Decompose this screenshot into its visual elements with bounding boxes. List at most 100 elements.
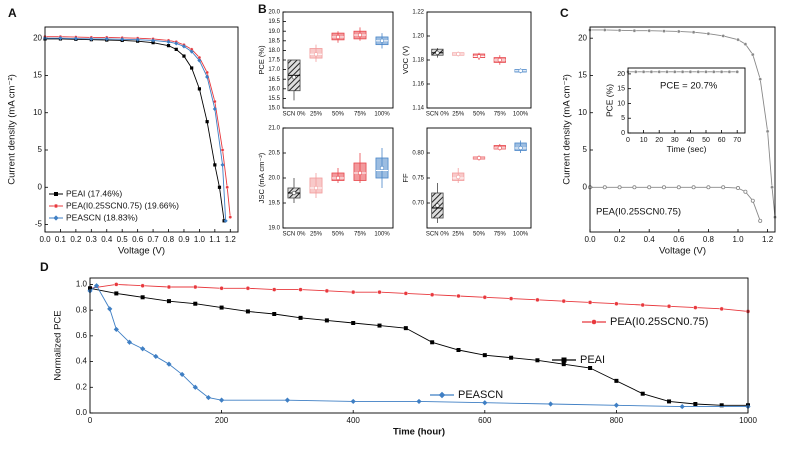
mean bbox=[497, 57, 502, 63]
data-point bbox=[225, 185, 229, 190]
category-label: 50% bbox=[473, 232, 486, 238]
y-tick-label: 0.75 bbox=[412, 176, 424, 182]
y-tick-label: 0 bbox=[38, 182, 43, 191]
y-tick-label: 17.5 bbox=[268, 58, 280, 64]
category-label: 25% bbox=[452, 112, 465, 118]
data-point bbox=[377, 323, 382, 328]
data-point bbox=[706, 31, 711, 36]
data-point bbox=[140, 283, 145, 288]
y-tick-label: 1.0 bbox=[76, 280, 88, 289]
data-point bbox=[217, 185, 222, 189]
data-point bbox=[613, 402, 619, 408]
box bbox=[309, 177, 323, 194]
panel-label: A bbox=[8, 6, 17, 20]
x-tick-label: 0.5 bbox=[117, 235, 129, 244]
data-point bbox=[679, 403, 685, 410]
x-axis-label: Voltage (V) bbox=[118, 246, 165, 257]
category-label: 75% bbox=[354, 112, 367, 118]
x-tick-label: 1.2 bbox=[762, 235, 774, 244]
category-label: 75% bbox=[494, 112, 507, 118]
mean bbox=[456, 51, 461, 57]
legend-label: PEA(I0.25SCN0.75) bbox=[610, 316, 708, 328]
y-axis-label: Current density (mA cm⁻²) bbox=[562, 74, 573, 185]
data-point bbox=[647, 185, 652, 190]
y-tick-label: 10 bbox=[578, 108, 587, 117]
x-tick-label: 0.1 bbox=[55, 235, 67, 244]
data-point bbox=[272, 312, 277, 316]
data-point bbox=[166, 44, 171, 48]
data-point bbox=[693, 305, 698, 310]
legend-marker bbox=[561, 357, 567, 363]
y-tick-label: 0.80 bbox=[412, 151, 424, 157]
y-tick-label: 19.5 bbox=[268, 19, 280, 25]
data-point bbox=[666, 304, 672, 309]
category-label: 100% bbox=[513, 232, 529, 238]
data-point bbox=[736, 37, 740, 42]
y-tick-label: 0.4 bbox=[76, 357, 88, 366]
data-point bbox=[677, 29, 681, 34]
data-point bbox=[174, 47, 178, 51]
plot-frame bbox=[282, 127, 394, 229]
data-point bbox=[324, 318, 329, 323]
data-point bbox=[151, 38, 156, 43]
data-point bbox=[298, 315, 303, 320]
data-point bbox=[456, 293, 461, 299]
category-label: SCN 0% bbox=[426, 112, 450, 118]
x-tick-label: 70 bbox=[733, 137, 741, 144]
plot-frame bbox=[627, 67, 746, 134]
plot-frame bbox=[44, 26, 239, 233]
data-point bbox=[456, 348, 461, 352]
y-tick-label: 0.8 bbox=[76, 305, 88, 314]
data-point bbox=[751, 52, 755, 57]
data-point bbox=[219, 305, 224, 310]
x-tick-label: 400 bbox=[347, 416, 361, 425]
data-point bbox=[662, 29, 666, 33]
data-point bbox=[758, 218, 763, 223]
data-point bbox=[166, 361, 172, 367]
category-label: SCN 0% bbox=[282, 112, 306, 118]
panel-label: D bbox=[40, 260, 49, 274]
data-point bbox=[719, 403, 724, 408]
mean bbox=[435, 50, 440, 55]
data-point bbox=[721, 34, 726, 38]
data-point bbox=[166, 284, 172, 290]
data-point bbox=[509, 355, 514, 360]
data-point bbox=[647, 28, 652, 33]
x-tick-label: 60 bbox=[718, 137, 726, 144]
category-label: 25% bbox=[310, 112, 323, 118]
data-point bbox=[220, 162, 225, 167]
x-tick-label: 1.2 bbox=[225, 235, 237, 244]
data-point bbox=[641, 70, 646, 74]
x-tick-label: 20 bbox=[655, 137, 663, 144]
y-tick-label: 19.0 bbox=[268, 29, 280, 35]
data-point bbox=[719, 70, 724, 74]
data-point bbox=[245, 309, 250, 314]
data-point bbox=[693, 402, 698, 406]
data-point bbox=[602, 185, 607, 190]
data-point bbox=[727, 70, 732, 74]
legend-label: PEASCN bbox=[458, 389, 503, 401]
data-point bbox=[351, 289, 356, 295]
data-point bbox=[179, 371, 185, 378]
x-tick-label: 0.4 bbox=[101, 235, 113, 244]
y-tick-label: 5 bbox=[621, 115, 625, 122]
x-tick-label: 800 bbox=[610, 416, 624, 425]
data-point bbox=[182, 54, 186, 58]
x-tick-label: 0 bbox=[626, 137, 630, 144]
data-point bbox=[719, 306, 724, 312]
data-point bbox=[126, 339, 133, 345]
data-point bbox=[205, 74, 210, 80]
y-tick-label: -5 bbox=[35, 220, 43, 229]
data-point bbox=[89, 36, 94, 42]
x-tick-label: 200 bbox=[215, 416, 229, 425]
data-point bbox=[640, 302, 645, 308]
category-label: 75% bbox=[354, 232, 367, 238]
x-tick-label: 50 bbox=[702, 137, 710, 144]
data-point bbox=[205, 394, 212, 401]
y-tick-label: 15 bbox=[578, 71, 587, 80]
mean bbox=[357, 32, 363, 38]
data-point bbox=[166, 299, 171, 304]
y-tick-label: 15 bbox=[617, 86, 625, 93]
x-tick-label: 0.2 bbox=[614, 235, 626, 244]
